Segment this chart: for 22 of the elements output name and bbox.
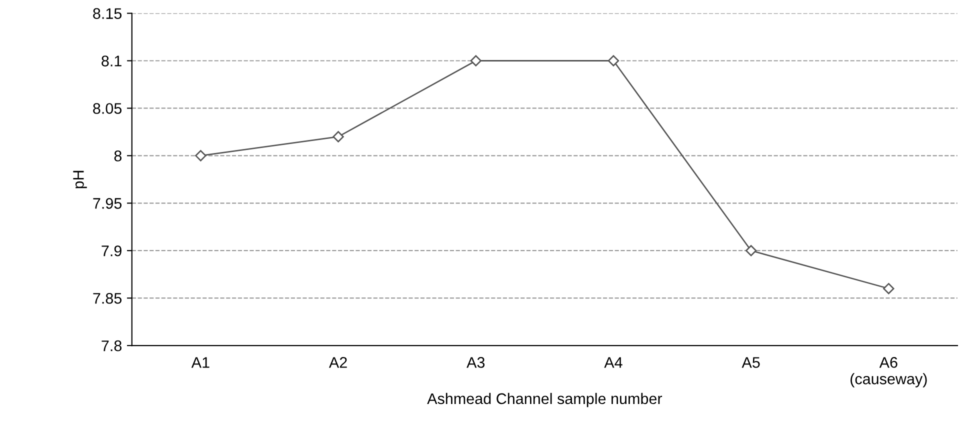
x-tick-label: A6 (causeway) bbox=[850, 357, 927, 388]
y-tick-label: 7.8 bbox=[102, 340, 122, 352]
point bbox=[470, 55, 482, 66]
x-tick-label: A5 bbox=[742, 357, 760, 368]
x-axis-title: Ashmead Channel sample number bbox=[427, 392, 662, 408]
y-tick-label: 8.1 bbox=[102, 56, 122, 66]
point bbox=[332, 131, 344, 142]
y-tick-label: 8 bbox=[114, 150, 122, 162]
point bbox=[745, 245, 757, 256]
point bbox=[883, 282, 894, 294]
y-axis-title: pH bbox=[73, 170, 87, 188]
y-tick-label: 7.85 bbox=[93, 292, 122, 304]
y-tick-label: 8.15 bbox=[93, 8, 122, 19]
point bbox=[608, 55, 620, 66]
point bbox=[195, 150, 206, 162]
y-tick-label: 7.9 bbox=[102, 245, 122, 256]
x-tick-label: A3 bbox=[466, 357, 485, 368]
x-tick-label: A2 bbox=[328, 357, 347, 368]
x-tick-label: A4 bbox=[604, 357, 622, 368]
y-tick-label: 7.95 bbox=[93, 198, 122, 209]
x-tick-label: A1 bbox=[191, 357, 210, 368]
y-tick-label: 8.05 bbox=[93, 103, 122, 114]
